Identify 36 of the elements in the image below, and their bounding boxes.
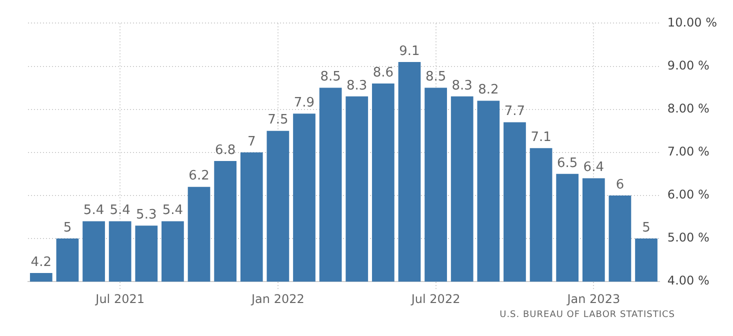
data-label: 7.5 [268, 112, 288, 128]
data-label: 5 [63, 220, 72, 236]
data-label: 5.4 [83, 203, 104, 218]
data-label: 7.9 [294, 96, 315, 111]
data-label: 9.1 [399, 44, 420, 59]
data-label: 7 [247, 134, 256, 150]
data-label: 7.1 [530, 130, 552, 145]
data-label: 8.5 [425, 70, 446, 85]
data-label: 5.3 [136, 207, 157, 222]
data-label: 6 [616, 177, 624, 192]
y-tick-label: 4.00 % [667, 274, 710, 288]
data-label: 6.8 [214, 142, 236, 158]
data-label: 4.2 [30, 254, 52, 270]
data-label: 8.6 [372, 65, 394, 80]
data-label: 6.5 [557, 156, 578, 171]
data-label: 5 [642, 220, 650, 236]
text: U.S. BUREAU OF LABOR STATISTICS [498, 310, 676, 320]
y-tick-label: 7.00 % [667, 144, 710, 159]
data-label: 8.3 [346, 78, 368, 94]
data-label: 8.5 [320, 70, 341, 85]
data-label: 5.4 [110, 203, 130, 218]
y-tick-label: 5.00 % [667, 230, 710, 245]
data-label: 6.4 [583, 160, 604, 176]
x-tick-label: Jan 2022 [250, 292, 304, 306]
data-label: 6.2 [188, 168, 210, 184]
y-tick-label: 8.00 % [667, 101, 710, 116]
y-tick-label: 9.00 % [667, 58, 710, 72]
y-tick-label: 6.00 % [667, 188, 710, 202]
x-tick-label: Jan 2023 [566, 292, 620, 306]
data-label: 5.4 [162, 203, 184, 218]
x-tick-label: Jul 2021 [94, 292, 145, 306]
y-tick-label: 10.00 % [667, 15, 718, 30]
data-label: 8.2 [478, 82, 499, 98]
data-label: 7.7 [504, 104, 526, 120]
x-tick-label: Jul 2022 [410, 292, 460, 306]
data-label: 8.3 [452, 78, 472, 94]
